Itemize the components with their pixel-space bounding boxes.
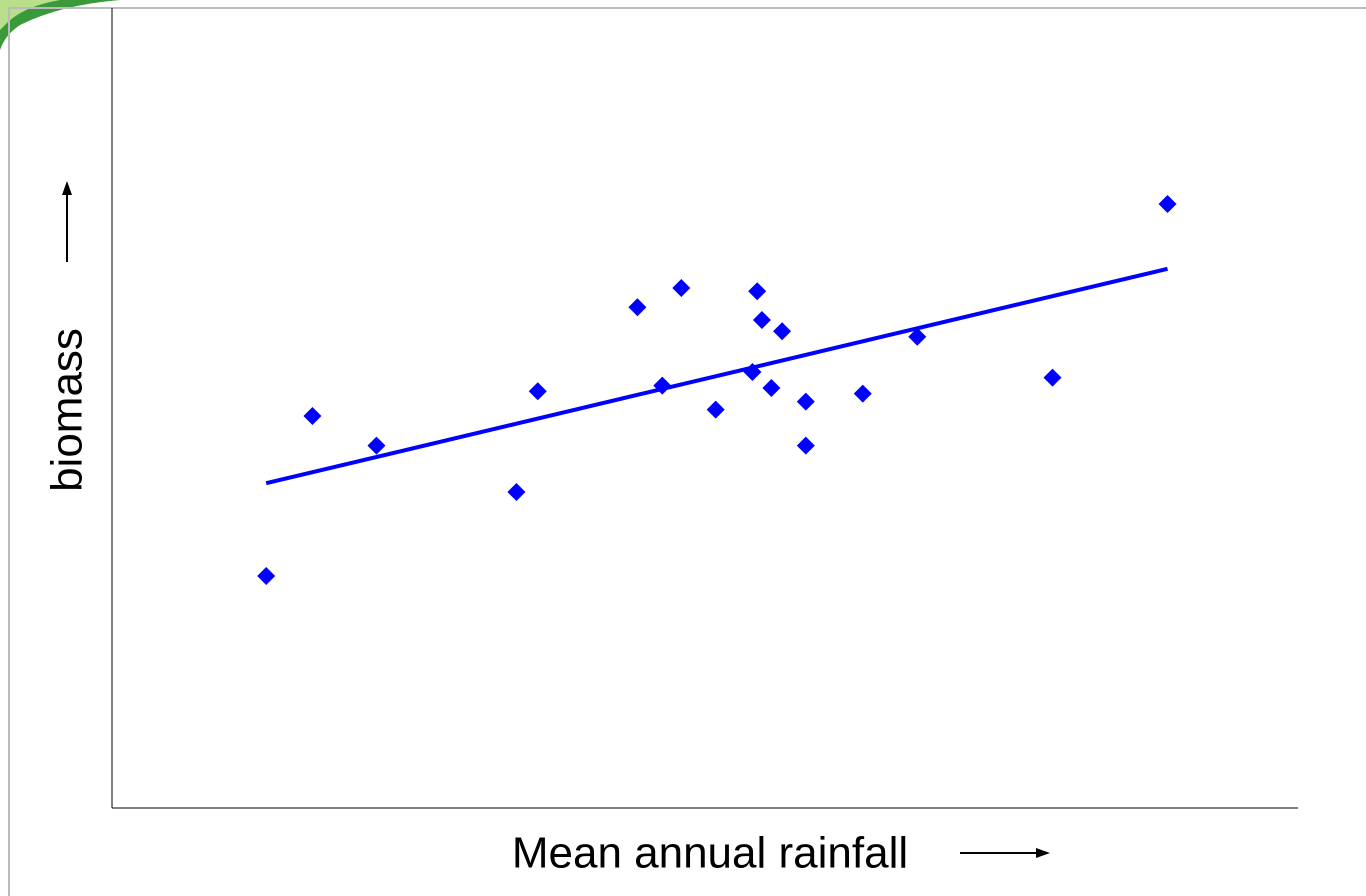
point xyxy=(706,400,725,419)
point xyxy=(752,311,771,329)
point xyxy=(796,392,815,411)
point xyxy=(762,379,781,397)
point xyxy=(367,436,386,455)
point xyxy=(653,376,672,395)
x-axis-label: Mean annual rainfall xyxy=(512,829,908,878)
trend-line xyxy=(265,266,1169,486)
y-axis-label: biomass xyxy=(43,328,92,492)
point xyxy=(528,382,547,401)
y-arrow-head xyxy=(62,181,72,195)
point xyxy=(773,322,792,341)
point xyxy=(1043,368,1062,387)
point xyxy=(1158,195,1177,213)
point xyxy=(628,298,647,317)
point xyxy=(507,483,526,501)
point xyxy=(796,436,815,455)
corner-decoration xyxy=(0,0,120,50)
point xyxy=(257,567,276,585)
x-arrow-head xyxy=(1036,848,1050,858)
point xyxy=(672,279,691,297)
point xyxy=(853,384,872,403)
point xyxy=(748,282,767,301)
point xyxy=(908,327,927,346)
point xyxy=(303,407,322,425)
point xyxy=(743,363,762,381)
